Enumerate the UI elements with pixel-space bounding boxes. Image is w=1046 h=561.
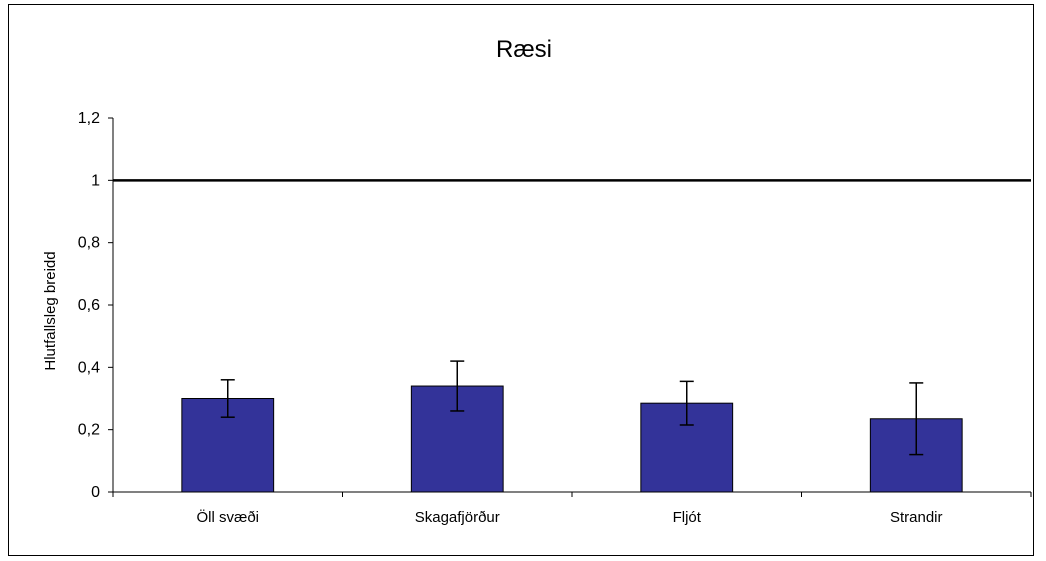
y-axis-label: Hlutfallsleg breidd xyxy=(42,251,59,370)
y-tick-label: 0,8 xyxy=(78,235,100,252)
y-tick-label: 0,4 xyxy=(78,359,100,376)
chart-frame xyxy=(8,4,1034,556)
y-tick-label: 1 xyxy=(91,172,100,189)
y-tick-label: 0,6 xyxy=(78,297,100,314)
y-tick-label: 0 xyxy=(91,484,100,501)
bar xyxy=(640,402,734,493)
x-category-label: Strandir xyxy=(890,509,943,526)
y-tick-label: 0,2 xyxy=(78,422,100,439)
chart-title: Ræsi xyxy=(496,36,552,63)
y-tick-label: 1,2 xyxy=(78,110,100,127)
x-category-label: Fljót xyxy=(673,509,702,526)
plot-area: 0 0,2 0,4 0,6 0,8 1 1,2 Öll svæði Skagafjörður Fl… xyxy=(78,110,1032,526)
x-category-label: Öll svæði xyxy=(196,508,259,526)
x-category-label: Skagafjörður xyxy=(415,509,500,526)
